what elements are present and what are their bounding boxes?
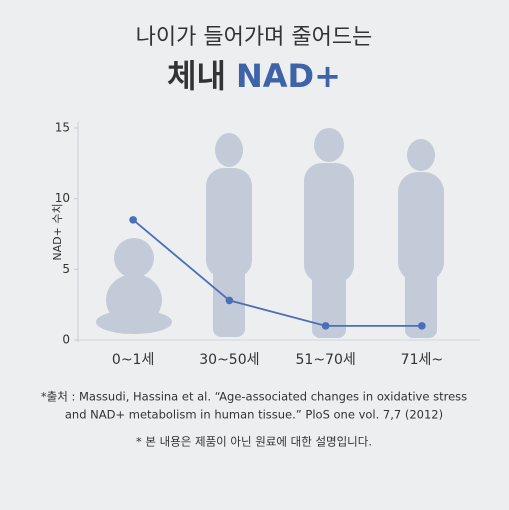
silhouettes: [96, 128, 444, 338]
subtitle-part: 체내: [167, 57, 226, 95]
y-axis-label: NAD+ 수치: [51, 203, 64, 260]
y-tick-label: 15: [55, 121, 70, 135]
baby-head: [114, 238, 154, 278]
x-tick-label: 0~1세: [112, 352, 154, 368]
adult-head: [314, 128, 344, 162]
point: [225, 296, 234, 305]
chart-subtitle: 체내 NAD+: [167, 57, 341, 95]
note: * 본 내용은 제품이 아닌 원료에 대한 설명입니다.: [136, 435, 372, 449]
source-line: and NAD+ metabolism in human tissue.” Pl…: [65, 408, 443, 422]
subtitle-part: NAD+: [236, 57, 341, 95]
adult-head: [215, 133, 243, 167]
elder-head: [407, 139, 435, 171]
elder-legs: [405, 270, 437, 338]
y-tick-label: 5: [62, 262, 70, 276]
point: [129, 216, 137, 224]
adult-body: [206, 168, 252, 278]
line: [132, 219, 422, 327]
baby-legs: [96, 310, 172, 334]
x-tick-label: 30~50세: [199, 352, 259, 368]
x-tick-label: 51~70세: [296, 352, 356, 368]
adult-body: [304, 163, 354, 283]
source-line: *출처 : Massudi, Hassina et al. “Age-assoc…: [41, 390, 467, 404]
point: [418, 322, 426, 330]
y-tick-label: 0: [62, 333, 70, 347]
chart-title: 나이가 들어가며 줄어드는: [136, 25, 373, 50]
x-tick-label: 71세~: [401, 352, 443, 368]
point: [321, 322, 330, 330]
elder-body: [398, 172, 444, 282]
y-tick-label: 10: [55, 191, 70, 205]
adult-legs: [312, 270, 346, 338]
